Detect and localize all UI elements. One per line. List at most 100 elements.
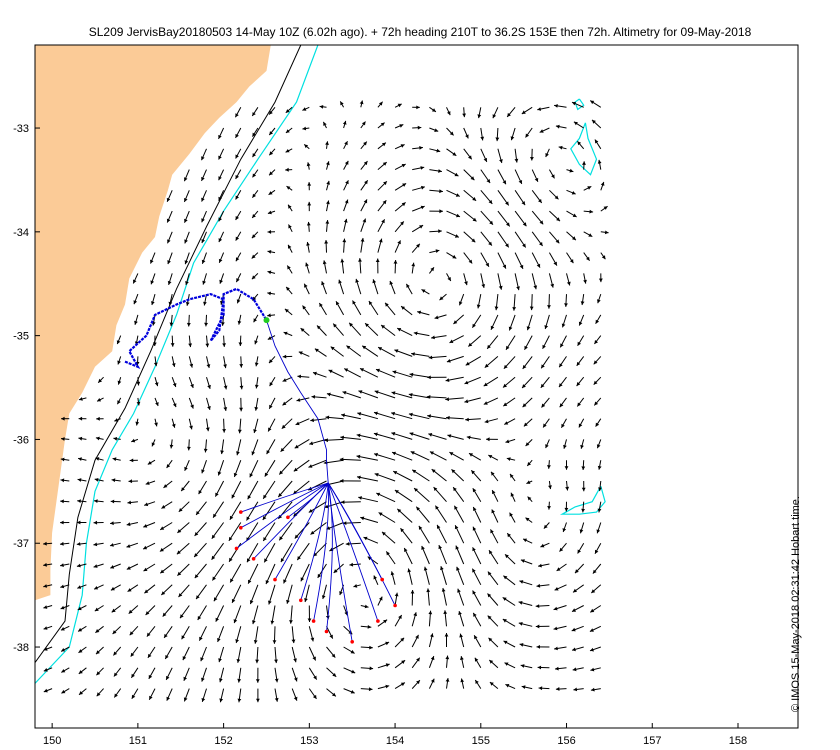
velocity-arrowhead — [503, 640, 508, 645]
velocity-arrowhead — [577, 341, 581, 346]
velocity-arrowhead — [150, 280, 155, 285]
velocity-arrowhead — [113, 437, 118, 441]
velocity-arrowhead — [392, 370, 397, 375]
velocity-arrowhead — [489, 550, 493, 555]
velocity-arrowhead — [319, 303, 323, 307]
velocity-arrowhead — [237, 698, 242, 703]
velocity-arrowhead — [184, 239, 188, 244]
velocity-arrowhead — [505, 439, 510, 444]
velocity-arrowhead — [464, 399, 469, 404]
velocity-arrowhead — [544, 325, 549, 329]
velocity-arrowhead — [590, 100, 595, 105]
velocity-arrowhead — [190, 384, 194, 388]
velocity-arrow — [391, 432, 413, 440]
velocity-arrowhead — [302, 305, 307, 310]
velocity-arrowhead — [481, 284, 486, 288]
velocity-arrowhead — [278, 514, 283, 519]
velocity-arrowhead — [559, 363, 563, 368]
velocity-arrowhead — [219, 698, 224, 703]
velocity-arrowhead — [151, 301, 155, 305]
velocity-arrowhead — [60, 520, 64, 525]
velocity-arrowhead — [217, 638, 221, 642]
velocity-arrowhead — [201, 197, 205, 202]
velocity-arrow — [228, 522, 242, 542]
velocity-arrowhead — [300, 328, 305, 332]
forecast-endpoint — [299, 598, 303, 603]
velocity-arrowhead — [297, 374, 301, 379]
velocity-arrowhead — [293, 658, 297, 663]
velocity-arrowhead — [235, 175, 239, 179]
velocity-arrowhead — [78, 649, 83, 653]
velocity-arrowhead — [212, 576, 216, 581]
velocity-arrowhead — [404, 548, 408, 552]
velocity-arrowhead — [294, 534, 299, 539]
velocity-arrowhead — [263, 537, 267, 541]
velocity-arrowhead — [522, 365, 527, 369]
velocity-arrowhead — [206, 364, 211, 368]
velocity-arrowhead — [378, 238, 383, 243]
velocity-arrowhead — [559, 383, 563, 388]
velocity-arrowhead — [363, 199, 368, 204]
eddy-contour-se — [559, 485, 606, 515]
velocity-arrowhead — [490, 529, 494, 534]
x-tick-label: 152 — [214, 735, 232, 747]
velocity-arrowhead — [319, 105, 324, 109]
velocity-arrowhead — [95, 436, 100, 441]
velocity-arrowhead — [96, 650, 100, 655]
velocity-arrowhead — [307, 182, 312, 186]
velocity-arrowhead — [375, 258, 380, 262]
velocity-arrowhead — [468, 342, 473, 347]
velocity-arrow — [265, 563, 276, 585]
velocity-arrowhead — [159, 547, 164, 552]
velocity-arrowhead — [184, 218, 188, 223]
velocity-arrowhead — [368, 687, 373, 692]
velocity-arrowhead — [110, 565, 115, 569]
velocity-arrowhead — [298, 351, 303, 355]
velocity-arrowhead — [237, 678, 242, 683]
velocity-arrowhead — [505, 201, 509, 206]
velocity-arrowhead — [379, 596, 383, 601]
velocity-arrowhead — [236, 278, 240, 283]
axes: 150 151 152 153 154 155 156 157 158 -33 -34 -35 -36 -… — [13, 123, 747, 747]
velocity-arrowhead — [43, 668, 48, 672]
velocity-arrowhead — [342, 391, 347, 395]
velocity-arrowhead — [428, 355, 433, 360]
velocity-arrowhead — [522, 222, 527, 227]
forecast-trajectory — [327, 482, 396, 606]
velocity-arrowhead — [597, 299, 601, 304]
velocity-arrowhead — [306, 221, 311, 226]
velocity-arrowhead — [78, 416, 83, 421]
velocity-arrowhead — [571, 627, 576, 632]
velocity-arrowhead — [252, 620, 256, 625]
velocity-arrowhead — [401, 202, 406, 207]
velocity-arrowhead — [365, 323, 369, 327]
velocity-arrowhead — [553, 626, 558, 631]
velocity-arrowhead — [590, 667, 595, 672]
velocity-arrowhead — [184, 466, 188, 471]
velocity-arrowhead — [503, 402, 508, 407]
velocity-arrowhead — [459, 633, 463, 638]
velocity-arrowhead — [269, 404, 273, 409]
velocity-arrowhead — [400, 144, 405, 148]
velocity-arrowhead — [472, 590, 476, 595]
velocity-arrowhead — [43, 584, 48, 588]
velocity-arrowhead — [456, 566, 460, 571]
velocity-arrowhead — [362, 345, 367, 350]
velocity-arrowhead — [77, 606, 82, 611]
velocity-arrowhead — [592, 119, 596, 124]
velocity-arrowhead — [483, 157, 487, 162]
velocity-arrowhead — [297, 556, 301, 561]
velocity-arrowhead — [449, 452, 454, 456]
velocity-arrowhead — [475, 680, 479, 684]
velocity-arrowhead — [161, 505, 166, 509]
velocity-arrowhead — [339, 591, 343, 596]
velocity-arrowhead — [578, 423, 583, 428]
velocity-arrowhead — [367, 625, 372, 629]
velocity-arrowhead — [470, 176, 475, 181]
velocity-arrowhead — [223, 364, 227, 369]
velocity-arrowhead — [96, 416, 100, 421]
velocity-arrowhead — [43, 562, 47, 567]
velocity-arrowhead — [391, 411, 395, 416]
velocity-arrowhead — [465, 134, 469, 139]
velocity-arrowhead — [554, 587, 559, 591]
